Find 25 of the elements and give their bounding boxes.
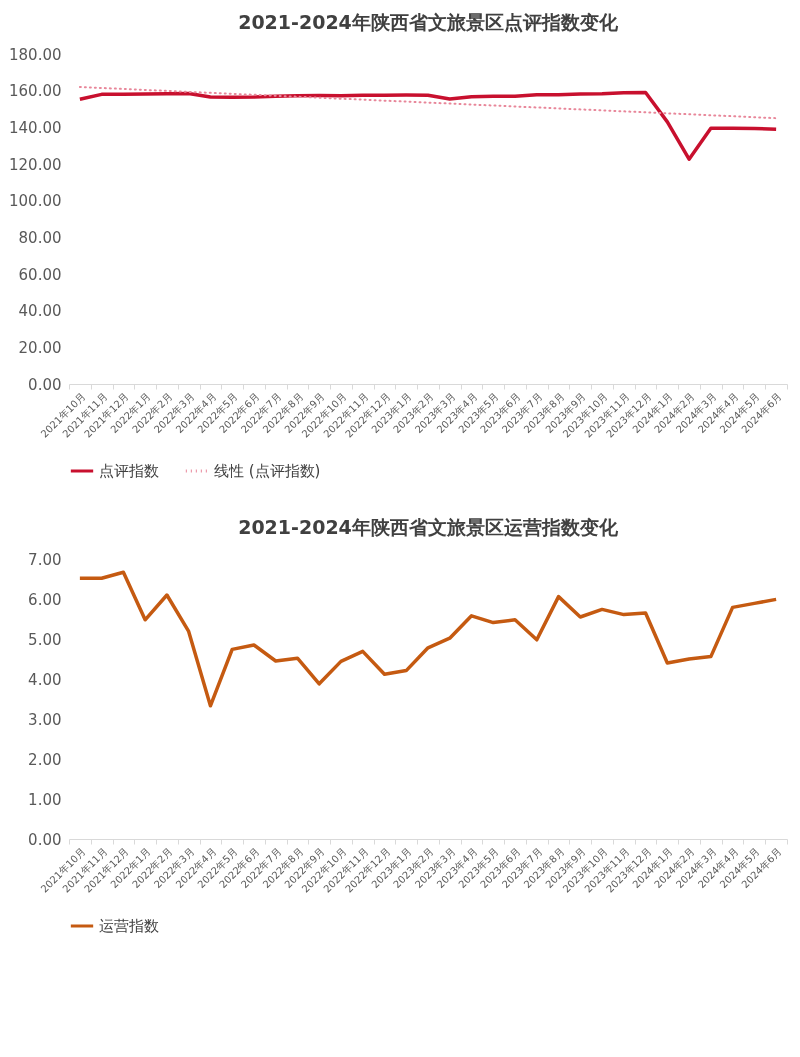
y-tick-label: 80.00 [18,228,62,247]
y-tick-label: 100.00 [9,192,62,211]
y-tick-label: 160.00 [9,82,62,101]
line-series [78,90,778,161]
legend-label: 点评指数 [99,462,159,480]
y-tick-label: 180.00 [9,45,62,64]
y-tick-label: 20.00 [18,338,62,357]
y-tick-label: 40.00 [18,302,62,321]
y-tick-label: 1.00 [28,790,62,809]
chart-title: 2021-2024年陕西省文旅景区点评指数变化 [238,11,619,33]
legend-label: 线性 (点评指数) [214,462,321,480]
y-tick-label: 60.00 [18,265,62,284]
y-tick-label: 120.00 [9,155,62,174]
y-tick-label: 4.00 [28,670,62,689]
y-tick-label: 140.00 [9,118,62,137]
y-tick-label: 6.00 [28,590,62,609]
y-tick-label: 5.00 [28,630,62,649]
line-series [78,570,778,708]
y-tick-label: 0.00 [28,830,62,849]
legend-label: 运营指数 [99,917,159,935]
y-tick-label: 7.00 [28,550,62,569]
y-tick-label: 0.00 [28,375,62,394]
y-tick-label: 2.00 [28,750,62,769]
y-tick-label: 3.00 [28,710,62,729]
chart-title: 2021-2024年陕西省文旅景区运营指数变化 [238,516,619,538]
